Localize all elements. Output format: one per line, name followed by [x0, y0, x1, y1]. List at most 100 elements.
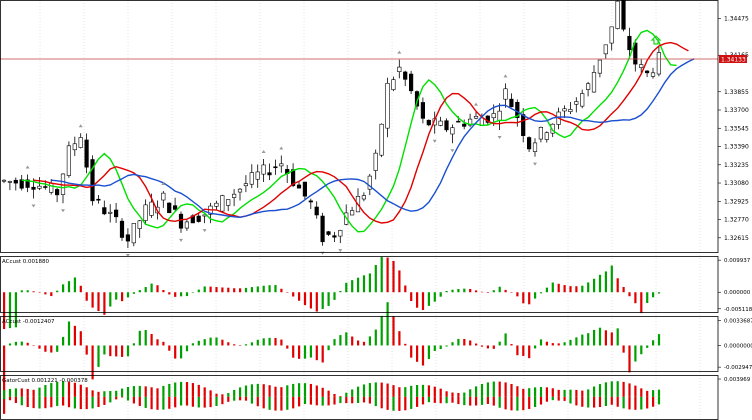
indicator-label: ACcust 0.001880 — [2, 259, 50, 265]
candle-body — [385, 82, 390, 129]
histogram-bar — [79, 285, 82, 293]
histogram-bar — [339, 291, 342, 293]
gator-bar-lower — [439, 396, 442, 404]
gator-bar-upper — [180, 381, 183, 397]
histogram-bar — [91, 292, 94, 308]
ac-panel-1: ACcust 0.001880 0.009937 0.000000 -0.005118 — [2, 257, 752, 330]
histogram-bar — [3, 292, 6, 330]
indicator-tick-label: 0.003969 — [724, 377, 751, 383]
gator-bar-lower — [569, 396, 572, 404]
gator-bar-lower — [610, 396, 613, 405]
histogram-bar — [498, 286, 501, 293]
histogram-bar — [587, 333, 590, 346]
gator-bar-lower — [38, 396, 41, 409]
gator-bar-lower — [321, 396, 324, 406]
gator-bar-upper — [221, 394, 224, 397]
gator-bar-lower — [522, 396, 525, 411]
gator-bar-upper — [610, 381, 613, 397]
candle-body — [167, 202, 172, 214]
gator-bar-lower — [103, 396, 106, 405]
price-tick-label: 1.33545 — [724, 125, 749, 132]
histogram-bar — [73, 277, 76, 293]
candle-body — [143, 204, 148, 221]
candle-body — [7, 181, 13, 183]
gator-bar-upper — [286, 385, 289, 397]
fractal-up-marker — [279, 146, 284, 150]
histogram-bar — [475, 290, 478, 293]
candle-body — [450, 127, 455, 135]
gator-bar-upper — [368, 383, 371, 397]
candle-body — [102, 207, 107, 215]
fractal-down-marker — [533, 162, 537, 166]
candle-body — [621, 0, 626, 30]
histogram-bar — [646, 345, 649, 348]
histogram-bar — [162, 290, 165, 293]
candle-body — [338, 230, 343, 237]
gator-bar-upper — [416, 385, 419, 397]
histogram-bar — [286, 345, 289, 349]
candle-body — [214, 202, 219, 207]
gator-bar-lower — [256, 396, 259, 407]
histogram-bar — [20, 341, 23, 346]
histogram-bar — [598, 327, 602, 346]
histogram-bar — [433, 345, 436, 351]
candle-body — [585, 83, 591, 90]
histogram-bar — [380, 257, 383, 293]
candle-body — [497, 110, 502, 121]
histogram-bar — [79, 331, 82, 346]
histogram-bar — [410, 292, 413, 302]
gator-bar-upper — [292, 383, 295, 397]
histogram-bar — [357, 277, 360, 293]
histogram-bar — [528, 292, 531, 305]
gator-bar-lower — [581, 396, 584, 407]
histogram-bar — [126, 345, 130, 357]
histogram-bar — [168, 292, 171, 295]
histogram-bar — [593, 329, 596, 346]
gator-bar-lower — [309, 396, 312, 405]
candle-body — [538, 127, 543, 140]
gator-bar-upper — [357, 386, 360, 397]
gator-bar-upper — [486, 382, 489, 397]
gator-bar-upper — [3, 390, 6, 397]
histogram-bar — [32, 291, 35, 293]
histogram-bar — [303, 345, 307, 359]
gator-bar-upper — [233, 389, 236, 397]
gator-bar-upper — [557, 389, 560, 397]
histogram-bar — [26, 342, 29, 346]
histogram-bar — [244, 287, 248, 293]
gator-bar-upper — [14, 388, 17, 397]
histogram-bar — [233, 288, 236, 293]
candle-body — [509, 98, 514, 108]
candle-body — [379, 123, 384, 156]
histogram-bar — [380, 315, 383, 346]
histogram-bar — [97, 345, 100, 367]
candle-body — [279, 163, 284, 167]
histogram-bar — [616, 328, 619, 346]
histogram-bar — [227, 342, 230, 346]
candle-body — [149, 201, 154, 216]
gator-bar-lower — [250, 396, 253, 404]
gator-bar-lower — [374, 396, 377, 407]
histogram-bar — [50, 345, 53, 353]
current-price-tag-label: 1.34133 — [721, 57, 746, 64]
gator-bar-lower — [79, 396, 82, 410]
gator-bar-upper — [551, 388, 554, 397]
histogram-bar — [557, 283, 560, 293]
gator-bar-upper — [262, 384, 265, 397]
histogram-bar — [445, 291, 448, 293]
candle-body — [644, 70, 650, 74]
candle-body — [367, 175, 372, 190]
histogram-bar — [132, 292, 135, 294]
gator-bar-lower — [604, 396, 607, 407]
gator-bar-upper — [339, 396, 342, 397]
candle-body — [114, 209, 119, 218]
candle-body — [49, 182, 54, 193]
histogram-bar — [239, 288, 242, 293]
gator-bar-lower — [298, 396, 301, 407]
gator-bar-lower — [657, 396, 661, 405]
gator-bar-upper — [85, 387, 88, 397]
histogram-bar — [404, 343, 407, 346]
gator-bar-upper — [404, 387, 407, 397]
gator-bar-upper — [103, 391, 106, 397]
gator-bar-lower — [20, 396, 23, 406]
